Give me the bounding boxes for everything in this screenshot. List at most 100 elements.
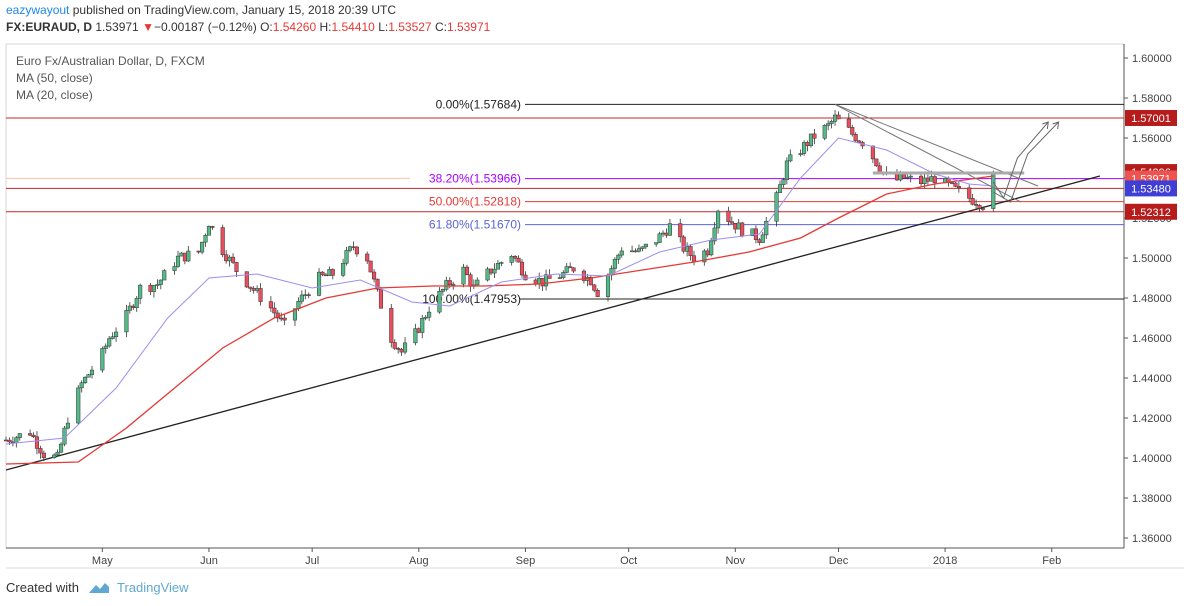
candle-body: [636, 248, 642, 252]
fib-level-label: 0.00%(1.57684): [436, 97, 521, 111]
candle-body: [874, 158, 879, 167]
x-tick-label: Aug: [409, 555, 429, 567]
candle-body: [79, 382, 84, 389]
candle-body: [836, 114, 841, 120]
candle-body: [52, 454, 57, 458]
low-label: L:: [378, 20, 389, 34]
candle-body: [423, 316, 428, 319]
candle-body: [612, 259, 617, 269]
candle-body: [464, 266, 470, 275]
candle-body: [798, 153, 803, 156]
footer: Created with TradingView: [6, 580, 189, 595]
candle-body: [292, 308, 298, 321]
candle-body: [822, 125, 827, 139]
candle-body: [258, 288, 263, 302]
candle-body: [155, 284, 160, 286]
candle-body: [640, 246, 645, 249]
candle-body: [977, 205, 982, 209]
candle-body: [922, 177, 927, 184]
last-price: 1.53971: [95, 20, 139, 34]
ohlc-header: FX:EURAUD, D 1.53971 ▼−0.00187 (−0.12%) …: [6, 20, 490, 34]
price-tag: [1125, 109, 1177, 126]
candle-body: [447, 280, 452, 286]
candle-body: [347, 246, 353, 251]
candle-body: [320, 271, 325, 276]
candle-body: [34, 436, 40, 449]
candle-body: [832, 114, 838, 122]
candle-body: [14, 437, 19, 444]
candle-body: [685, 246, 690, 252]
candle-body: [788, 154, 793, 162]
close-label: C:: [434, 20, 447, 34]
tradingview-logo-icon: [88, 582, 109, 593]
price-tag: [1125, 180, 1177, 197]
candle-body: [516, 257, 521, 263]
candle-body: [712, 227, 717, 242]
candle-body: [372, 271, 377, 280]
author-link[interactable]: eazywayout: [6, 3, 70, 17]
candle-body: [857, 140, 862, 143]
candle-body: [444, 280, 449, 290]
candle-body: [114, 331, 119, 338]
candle-body: [38, 448, 43, 454]
price-tag-label: 1.53480: [1131, 183, 1171, 195]
candle-body: [127, 305, 132, 311]
price-change: −0.00187 (−0.12%): [153, 20, 257, 34]
tradingview-link[interactable]: TradingView: [116, 580, 189, 595]
candle-body: [203, 234, 208, 243]
candle-body: [440, 289, 445, 292]
candle-body: [499, 262, 504, 264]
candle-body: [764, 220, 769, 236]
candle-body: [396, 348, 401, 350]
close-value: 1.53971: [446, 20, 491, 34]
candle-body: [103, 345, 108, 349]
candle-body: [488, 268, 494, 274]
candle-body: [316, 271, 322, 296]
candle-body: [908, 175, 913, 178]
fib-level-label: 50.00%(1.52818): [429, 195, 521, 209]
candle-body: [660, 232, 666, 235]
x-tick-label: Oct: [620, 555, 637, 567]
candle-body: [877, 165, 882, 173]
candle-body: [248, 286, 253, 289]
candle-body: [227, 256, 232, 262]
candle-body: [468, 274, 473, 287]
x-tick-label: Dec: [829, 555, 849, 567]
candle-body: [175, 255, 181, 267]
legend-ma50: MA (50, close): [16, 71, 93, 85]
candle-body: [509, 256, 514, 263]
candle-body: [134, 298, 139, 308]
candle-body: [179, 252, 184, 257]
candle-body: [89, 369, 95, 375]
candle-body: [58, 443, 64, 453]
candle-body: [282, 317, 287, 321]
candle-body: [437, 291, 442, 313]
candle-body: [774, 192, 779, 222]
candle-body: [299, 294, 304, 302]
candle-body: [616, 254, 621, 260]
projection-arrow: [993, 121, 1059, 203]
candle-body: [234, 262, 239, 272]
publish-info: published on TradingView.com, January 15…: [72, 3, 397, 17]
candle-body: [303, 294, 308, 296]
candle-body: [826, 123, 831, 126]
candle-body: [557, 277, 562, 279]
candle-body: [967, 187, 972, 199]
candle-body: [667, 223, 672, 236]
candle-body: [162, 270, 167, 281]
candle-body: [378, 288, 384, 309]
candle-body: [389, 308, 394, 343]
candle-body: [540, 278, 545, 287]
candle-body: [31, 434, 36, 438]
candle-body: [65, 422, 70, 429]
publish-header: eazywayout published on TradingView.com,…: [6, 3, 396, 17]
wedge-lower-line: [834, 103, 1022, 203]
candle-body: [777, 184, 783, 193]
candle-body: [619, 250, 624, 256]
candle-body: [901, 173, 906, 179]
candle-body: [513, 256, 518, 259]
candle-body: [475, 279, 480, 286]
candle-body: [323, 274, 328, 277]
x-tick-label: May: [92, 555, 113, 567]
